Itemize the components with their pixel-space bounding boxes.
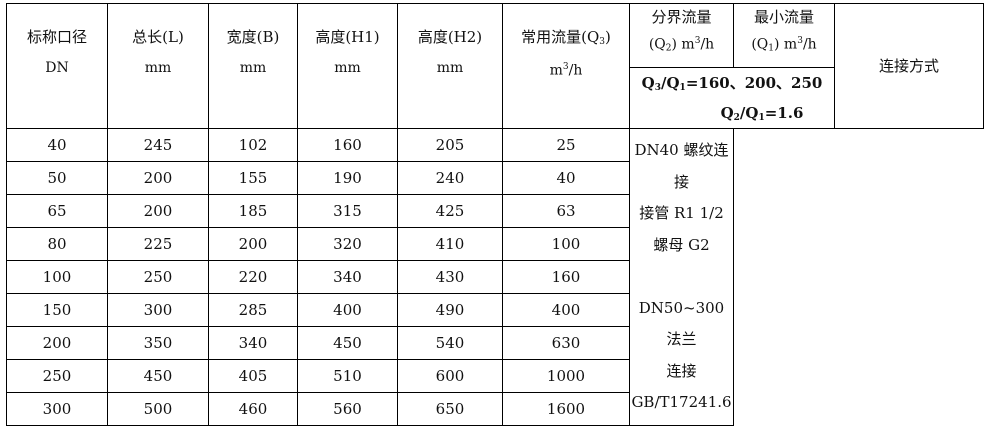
table-cell: 405 [208,359,298,393]
header-dn: 标称口径 DN [6,3,108,129]
table-cell: 200 [107,194,209,228]
table-cell: 320 [297,227,398,261]
header-q1: 最小流量 (Q1) m3/h [733,3,835,68]
table-cell: 200 [107,161,209,195]
table-cell: 245 [107,128,209,162]
header-length: 总长(L) mm [107,3,209,129]
table-cell: 225 [107,227,209,261]
table-row: 40 245 102 160 205 25 DN40 螺纹连接 接管 R1 1/2 螺母 G2 … [6,128,984,426]
table-cell: 155 [208,161,298,195]
table-cell: 25 [502,128,630,162]
table-cell: 450 [107,359,209,393]
table-cell: 200 [208,227,298,261]
table-cell: 220 [208,260,298,294]
connection-line: 连接 [666,361,697,380]
table-cell: 500 [107,392,209,426]
connection-line [630,261,733,293]
table-cell: 340 [208,326,298,360]
table-cell: 285 [208,293,298,327]
connection-line: 接管 R1 1/2 [639,204,724,223]
table-cell: 560 [297,392,398,426]
table-cell: 400 [502,293,630,327]
table-cell: 200 [6,326,108,360]
table-cell: 80 [6,227,108,261]
table-cell: 1600 [502,392,630,426]
connection-line: DN40 螺纹连接 [634,141,729,191]
header-connection: 连接方式 [834,3,984,129]
table-cell: 240 [397,161,503,195]
table-cell: 600 [397,359,503,393]
table-cell: 315 [297,194,398,228]
table-row: 150 300 285 400 490 400 [6,293,984,327]
connection-line: GB/T17241.6 [631,393,732,412]
connection-method-cell: DN40 螺纹连接接管 R1 1/2 螺母 G2 DN50~300 法兰连接 GB/… [629,128,734,426]
table-cell: 160 [297,128,398,162]
table-row: 300 500 460 560 650 1600 [6,392,984,426]
table-row: 50 200 155 190 240 40 [6,161,984,195]
table-cell: 63 [502,194,630,228]
table-cell: 430 [397,260,503,294]
table-cell: 540 [397,326,503,360]
table-cell: 40 [6,128,108,162]
table-cell: 100 [6,260,108,294]
connection-line: DN50~300 法兰 [638,298,725,349]
table-cell: 410 [397,227,503,261]
table-cell: 100 [502,227,630,261]
table-cell: 250 [107,260,209,294]
table-cell: 65 [6,194,108,228]
header-row: 标称口径 DN 总长(L) mm 宽度(B) mm 高度(H1) mm 高度(H2) mm… [6,3,984,129]
header-h2: 高度(H2) mm [397,3,503,129]
table-cell: 150 [6,293,108,327]
table-cell: 350 [107,326,209,360]
table-cell: 1000 [502,359,630,393]
table-cell: 490 [397,293,503,327]
table-row: 80 225 200 320 410 100 [6,227,984,261]
header-h1: 高度(H1) mm [297,3,398,129]
header-q3: 常用流量(Q3) m3/h [502,3,630,129]
table-cell: 630 [502,326,630,360]
table-cell: 425 [397,194,503,228]
table-cell: 460 [208,392,298,426]
flow-ratio-cell: Q3/Q1=160、200、250 Q2/Q1=1.6 [629,67,835,129]
header-width: 宽度(B) mm [208,3,298,129]
table-cell: 40 [502,161,630,195]
table-cell: 510 [297,359,398,393]
connection-line: 螺母 G2 [653,235,710,254]
table-cell: 190 [297,161,398,195]
table-cell: 450 [297,326,398,360]
table-row: 100 250 220 340 430 160 [6,260,984,294]
table-cell: 205 [397,128,503,162]
table-row: 65 200 185 315 425 63 [6,194,984,228]
table-cell: 102 [208,128,298,162]
table-cell: 250 [6,359,108,393]
table-cell: 400 [297,293,398,327]
header-q2: 分界流量 (Q2) m3/h [629,3,734,68]
table-row: 200 350 340 450 540 630 [6,326,984,360]
table-cell: 650 [397,392,503,426]
water-meter-spec-table: 标称口径 DN 总长(L) mm 宽度(B) mm 高度(H1) mm 高度(H2) mm… [6,3,984,426]
table-row: 250 450 405 510 600 1000 [6,359,984,393]
table-cell: 340 [297,260,398,294]
table-cell: 300 [6,392,108,426]
table-cell: 50 [6,161,108,195]
table-cell: 185 [208,194,298,228]
table-cell: 300 [107,293,209,327]
table-cell: 160 [502,260,630,294]
